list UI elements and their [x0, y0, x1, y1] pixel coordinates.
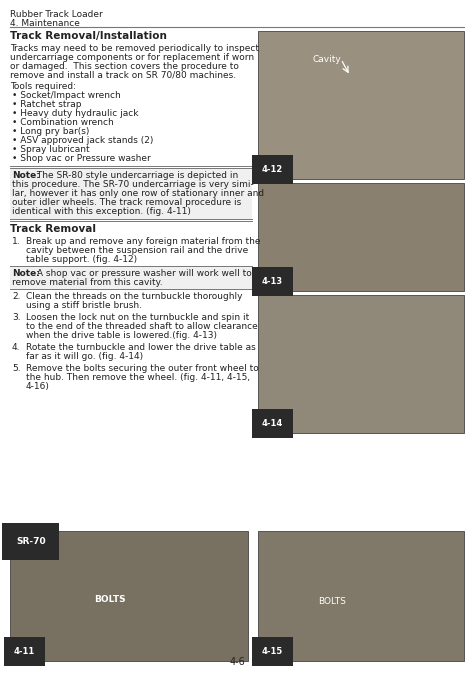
Text: 4-15: 4-15 [262, 647, 283, 656]
Text: when the drive table is lowered.(fig. 4-13): when the drive table is lowered.(fig. 4-… [26, 331, 217, 340]
Text: Note:: Note: [12, 269, 40, 278]
Text: BOLTS: BOLTS [318, 596, 346, 606]
Text: identical with this exception. (fig. 4-11): identical with this exception. (fig. 4-1… [12, 207, 191, 216]
Text: Loosen the lock nut on the turnbuckle and spin it: Loosen the lock nut on the turnbuckle an… [26, 313, 249, 322]
Text: Clean the threads on the turnbuckle thoroughly: Clean the threads on the turnbuckle thor… [26, 292, 243, 301]
Bar [10, 168, 252, 219]
Text: • Spray lubricant: • Spray lubricant [12, 145, 90, 154]
Text: Remove the bolts securing the outer front wheel to: Remove the bolts securing the outer fron… [26, 364, 259, 373]
Bar [10, 266, 252, 289]
Text: • Combination wrench: • Combination wrench [12, 118, 114, 127]
Text: 5.: 5. [12, 364, 21, 373]
Text: Rotate the turnbuckle and lower the drive table as: Rotate the turnbuckle and lower the driv… [26, 343, 256, 352]
Text: 4-11: 4-11 [14, 647, 35, 656]
Text: this procedure. The SR-70 undercarriage is very simi-: this procedure. The SR-70 undercarriage … [12, 180, 254, 189]
Text: undercarriage components or for replacement if worn: undercarriage components or for replacem… [10, 53, 254, 62]
Text: cavity between the suspension rail and the drive: cavity between the suspension rail and t… [26, 246, 248, 255]
Bar [258, 31, 464, 179]
Text: far as it will go. (fig. 4-14): far as it will go. (fig. 4-14) [26, 352, 143, 361]
Text: the hub. Then remove the wheel. (fig. 4-11, 4-15,: the hub. Then remove the wheel. (fig. 4-… [26, 373, 250, 382]
Text: Note:: Note: [12, 171, 40, 180]
Text: 4-13: 4-13 [262, 277, 283, 286]
Text: Track Removal/Installation: Track Removal/Installation [10, 31, 167, 41]
Text: • Socket/Impact wrench: • Socket/Impact wrench [12, 91, 121, 100]
Text: or damaged.  This section covers the procedure to: or damaged. This section covers the proc… [10, 62, 239, 71]
Text: Tools required:: Tools required: [10, 82, 76, 91]
Text: Track Removal: Track Removal [10, 224, 96, 234]
Text: The SR-80 style undercarriage is depicted in: The SR-80 style undercarriage is depicte… [34, 171, 238, 180]
Text: 3.: 3. [12, 313, 21, 322]
Text: • Heavy duty hydraulic jack: • Heavy duty hydraulic jack [12, 109, 138, 118]
Text: 4-14: 4-14 [262, 419, 283, 428]
Bar [258, 531, 464, 661]
Text: 4-16): 4-16) [26, 382, 50, 391]
Text: to the end of the threaded shaft to allow clearance: to the end of the threaded shaft to allo… [26, 322, 258, 331]
Bar [258, 295, 464, 433]
Text: • Ratchet strap: • Ratchet strap [12, 100, 82, 109]
Text: SR-70: SR-70 [16, 537, 46, 546]
Text: Break up and remove any foreign material from the: Break up and remove any foreign material… [26, 237, 261, 246]
Text: BOLTS: BOLTS [94, 595, 126, 604]
Text: remove and install a track on SR 70/80 machines.: remove and install a track on SR 70/80 m… [10, 71, 236, 80]
Text: 4-6: 4-6 [229, 657, 245, 667]
Text: Tracks may need to be removed periodically to inspect: Tracks may need to be removed periodical… [10, 44, 259, 53]
Text: table support. (fig. 4-12): table support. (fig. 4-12) [26, 255, 137, 264]
Text: • Shop vac or Pressure washer: • Shop vac or Pressure washer [12, 154, 151, 163]
Bar [258, 183, 464, 291]
Text: 2.: 2. [12, 292, 20, 301]
Bar [10, 531, 248, 661]
Text: Cavity: Cavity [313, 54, 342, 64]
Text: remove material from this cavity.: remove material from this cavity. [12, 278, 163, 287]
Text: 4-12: 4-12 [262, 165, 283, 174]
Text: 4.: 4. [12, 343, 20, 352]
Text: • Long pry bar(s): • Long pry bar(s) [12, 127, 90, 136]
Text: outer idler wheels. The track removal procedure is: outer idler wheels. The track removal pr… [12, 198, 241, 207]
Text: 4. Maintenance: 4. Maintenance [10, 19, 80, 28]
Text: Rubber Track Loader: Rubber Track Loader [10, 10, 103, 19]
Text: using a stiff bristle brush.: using a stiff bristle brush. [26, 301, 142, 310]
Text: A shop vac or pressure washer will work well to: A shop vac or pressure washer will work … [34, 269, 252, 278]
Text: lar, however it has only one row of stationary inner and: lar, however it has only one row of stat… [12, 189, 264, 198]
Text: • ASV approved jack stands (2): • ASV approved jack stands (2) [12, 136, 154, 145]
Text: 1.: 1. [12, 237, 21, 246]
